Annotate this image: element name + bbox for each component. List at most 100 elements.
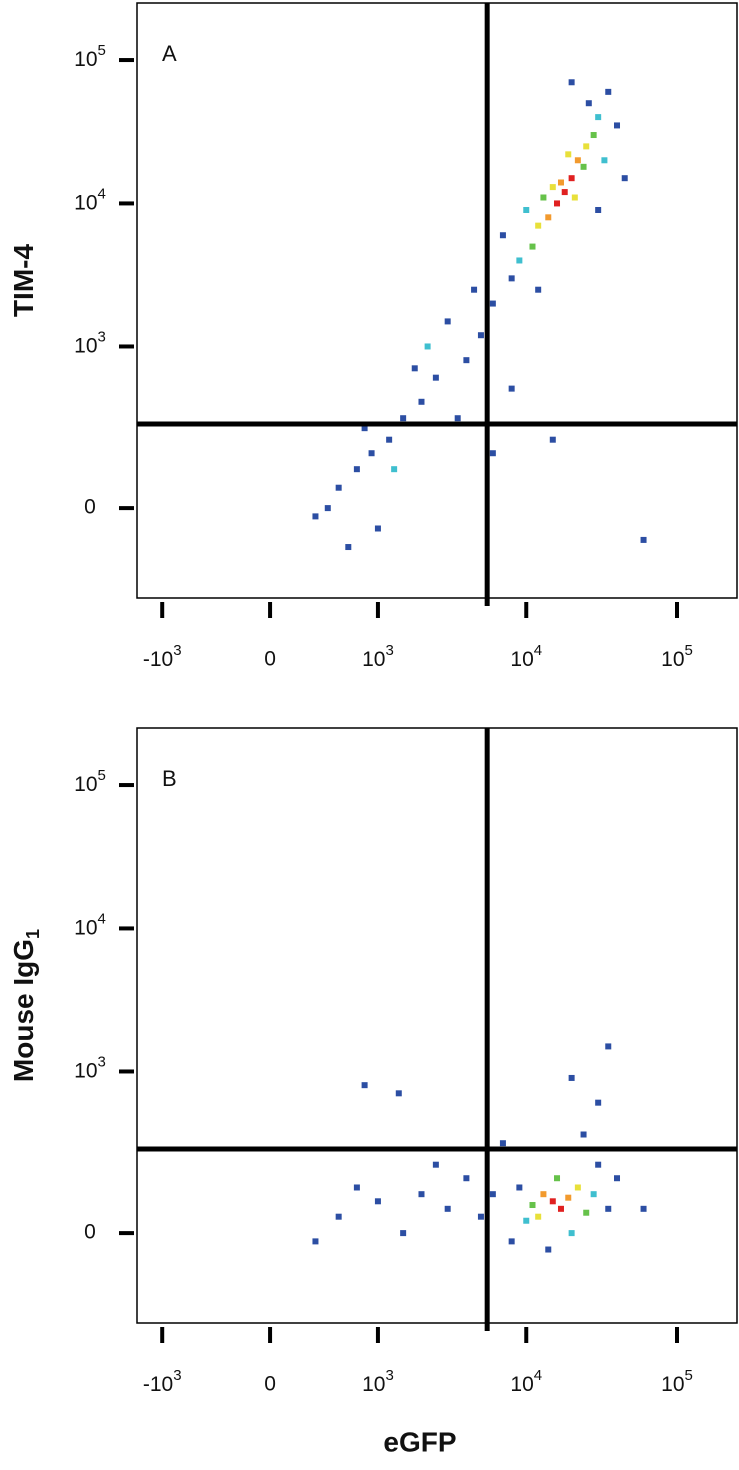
tick-base: 10 (74, 48, 97, 71)
event-dot (324, 505, 331, 512)
tick-base: 10 (74, 916, 97, 939)
tick-base: 10 (661, 648, 684, 671)
event-dot (568, 79, 575, 86)
event-dot (590, 1191, 597, 1198)
event-dot (471, 286, 478, 293)
x-tick-label: 103 (362, 642, 394, 671)
tick-base: -10 (143, 1373, 173, 1396)
y-axis-title: TIM-4 (8, 244, 39, 318)
event-dot (605, 1043, 612, 1050)
x-tick-label: 104 (510, 1367, 542, 1396)
event-dot (614, 122, 621, 129)
event-dot (489, 450, 496, 457)
event-dot (601, 157, 608, 164)
event-dot (499, 1140, 506, 1147)
event-dot (549, 184, 556, 191)
event-dot (545, 1246, 552, 1253)
event-dot (561, 189, 568, 196)
tick-base: -10 (143, 648, 173, 671)
event-dot (571, 194, 578, 201)
x-tick-label: 0 (264, 1373, 276, 1396)
event-dot (640, 536, 647, 543)
event-dot (432, 374, 439, 381)
event-dot (595, 114, 602, 121)
event-dot (535, 286, 542, 293)
tick-exponent: 5 (685, 642, 693, 659)
event-dot (549, 436, 556, 443)
x-axis-title: eGFP (383, 1426, 456, 1457)
plot-frame (136, 727, 738, 1324)
tick-base: 10 (362, 648, 385, 671)
y-axis-title-text: Mouse IgG (8, 939, 39, 1082)
tick-exponent: 5 (98, 42, 106, 59)
event-dot (535, 1213, 542, 1220)
event-dot (516, 257, 523, 264)
event-dot (621, 175, 628, 182)
event-dot (361, 425, 368, 432)
tick-exponent: 5 (685, 1367, 693, 1384)
tick-exponent: 3 (173, 642, 181, 659)
event-dot (424, 343, 431, 350)
tick-base: 10 (74, 191, 97, 214)
event-dot (477, 332, 484, 339)
event-dot (454, 415, 461, 422)
event-dot (444, 1205, 451, 1212)
event-dot (540, 194, 547, 201)
event-dot (568, 1074, 575, 1081)
tick-exponent: 3 (385, 1367, 393, 1384)
event-dot (411, 365, 418, 372)
event-dot (568, 1230, 575, 1237)
event-dot (499, 232, 506, 239)
event-dot (345, 544, 352, 551)
event-dot (605, 1205, 612, 1212)
x-tick-label: -103 (143, 642, 182, 671)
panel-label: A (162, 41, 177, 66)
event-dot (400, 1230, 407, 1237)
event-dot (523, 1217, 530, 1224)
y-tick-label: 105 (74, 42, 106, 71)
event-dot (477, 1213, 484, 1220)
tick-base: 10 (362, 1373, 385, 1396)
tick-exponent: 3 (98, 1053, 106, 1070)
event-dot (353, 466, 360, 473)
event-dot (574, 157, 581, 164)
event-dot (540, 1191, 547, 1198)
tick-exponent: 4 (534, 642, 542, 659)
event-dot (574, 1184, 581, 1191)
event-dot (432, 1161, 439, 1168)
event-dot (557, 179, 564, 186)
event-dot (508, 1238, 515, 1245)
x-tick-label: 103 (362, 1367, 394, 1396)
event-dot (386, 436, 393, 443)
event-dot (583, 1209, 590, 1216)
event-dot (353, 1184, 360, 1191)
event-dot (463, 357, 470, 364)
event-dot (529, 1202, 536, 1209)
event-dot (374, 525, 381, 532)
event-dot (508, 385, 515, 392)
event-dot (391, 466, 398, 473)
plot-frame (136, 2, 738, 599)
y-tick-label: 104 (74, 910, 106, 939)
event-dot (312, 1238, 319, 1245)
y-tick-label: 104 (74, 185, 106, 214)
event-dot (545, 214, 552, 221)
tick-base: 10 (74, 334, 97, 357)
event-dot (418, 1191, 425, 1198)
y-axis-title-text: TIM-4 (8, 244, 39, 318)
event-dot (535, 222, 542, 229)
tick-base: 10 (510, 1373, 533, 1396)
event-dot (444, 318, 451, 325)
event-dot (595, 1099, 602, 1106)
event-dot (565, 151, 572, 158)
event-dot (395, 1090, 402, 1097)
event-dot (554, 1175, 561, 1182)
tick-exponent: 3 (173, 1367, 181, 1384)
event-dot (557, 1205, 564, 1212)
tick-exponent: 4 (98, 910, 106, 927)
event-dot (595, 206, 602, 213)
event-dot (361, 1082, 368, 1089)
